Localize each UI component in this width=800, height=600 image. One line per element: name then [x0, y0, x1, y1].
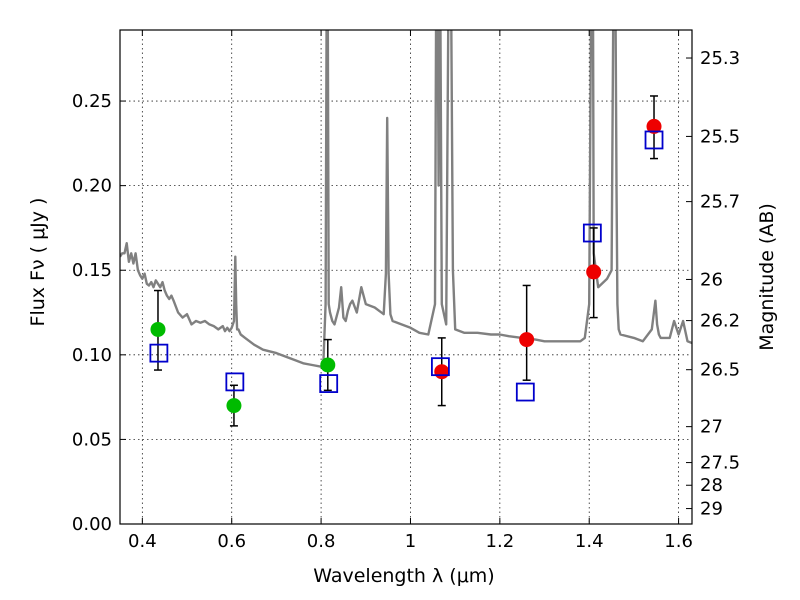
x-tick-label: 1.6: [664, 531, 693, 552]
y2-tick-label: 25.7: [700, 192, 740, 213]
x-axis-label: Wavelength λ (μm): [313, 565, 494, 587]
data-point-square: [644, 130, 664, 150]
y-tick-label: 0.25: [72, 91, 112, 112]
data-point-square: [225, 372, 245, 392]
data-point-square: [515, 382, 535, 402]
data-point-circle: [519, 332, 535, 348]
y2-tick-label: 25.5: [700, 126, 740, 147]
y2-tick-label: 27: [700, 417, 723, 438]
grid-layer: [120, 30, 692, 524]
y-tick-label: 0.10: [72, 345, 112, 366]
data-point-circle: [150, 321, 166, 337]
y-tick-label: 0.20: [72, 176, 112, 197]
x-tick-label: 1: [405, 531, 416, 552]
x-tick-label: 0.8: [307, 531, 336, 552]
x-tick-label: 1.2: [486, 531, 515, 552]
data-point-circle: [586, 264, 602, 280]
data-point-square: [431, 357, 450, 377]
points-layer: [149, 95, 664, 427]
x-tick-label: 0.6: [217, 531, 246, 552]
y-tick-label: 0.05: [72, 429, 112, 450]
data-point-circle: [646, 118, 662, 134]
x-tick-label: 0.4: [128, 531, 157, 552]
y2-tick-label: 25.3: [700, 48, 740, 69]
y2-tick-label: 29: [700, 499, 723, 520]
data-point-circle: [320, 357, 336, 373]
y2-tick-label: 27.5: [700, 453, 740, 474]
data-point-circle: [226, 398, 242, 414]
y2-tick-label: 26.5: [700, 360, 740, 381]
x-tick-label: 1.4: [575, 531, 604, 552]
data-point-square: [319, 374, 339, 393]
plot-frame: [119, 29, 693, 525]
y2-tick-label: 26.2: [700, 311, 740, 332]
y-tick-label: 0.00: [72, 514, 112, 535]
y2-tick-label: 28: [700, 475, 723, 496]
y2-axis-label: Magnitude (AB): [756, 203, 778, 351]
y-axis-label: Flux Fν ( μJy ): [27, 198, 49, 327]
data-point-circle: [434, 364, 450, 380]
data-point-square: [582, 223, 602, 243]
y-tick-label: 0.15: [72, 260, 112, 281]
data-point-square: [149, 343, 169, 363]
y2-tick-label: 26: [700, 269, 723, 290]
ticks-layer: 0.4 0.6 0.8 1 1.2 1.4 1.6 0.00 0.05 0.10 0.15 0.20 0…: [72, 30, 740, 552]
